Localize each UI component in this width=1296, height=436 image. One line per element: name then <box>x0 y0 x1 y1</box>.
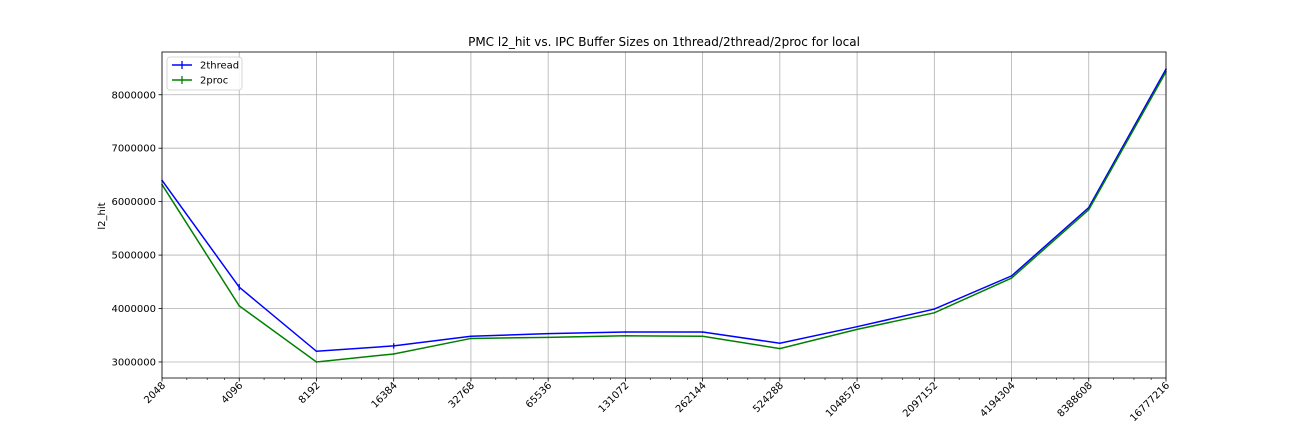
y-tick-label: 6000000 <box>111 197 156 208</box>
chart-title: PMC l2_hit vs. IPC Buffer Sizes on 1thre… <box>468 35 860 49</box>
x-tick-label: 8388608 <box>1056 380 1095 419</box>
data-point-2proc <box>1087 208 1090 211</box>
legend: 2thread 2proc <box>166 56 243 91</box>
data-point-2proc <box>779 347 781 350</box>
y-tick-label: 8000000 <box>111 90 156 101</box>
data-point-2proc <box>392 353 395 355</box>
data-point-2thread <box>1010 275 1013 277</box>
plot-frame <box>161 51 1167 379</box>
data-point-2thread <box>547 332 549 335</box>
data-point-2thread <box>315 350 318 353</box>
data-point-2thread <box>856 325 858 328</box>
y-tick-label: 4000000 <box>111 304 156 315</box>
data-point-2thread <box>624 331 627 333</box>
data-point-2proc <box>238 305 241 307</box>
x-tick-label: 16777216 <box>1128 380 1172 424</box>
y-tick-label: 5000000 <box>111 251 156 262</box>
series-line-2proc <box>161 71 1167 363</box>
x-tick-label: 131072 <box>597 380 632 415</box>
x-tick-label: 262144 <box>674 380 709 415</box>
data-point-2proc <box>315 361 318 363</box>
x-tick-label: 8192 <box>297 380 323 406</box>
data-point-2proc <box>470 337 472 340</box>
x-tick-label: 16384 <box>370 380 400 410</box>
legend-label-2thread: 2thread <box>200 61 239 72</box>
x-tick-label: 4096 <box>220 380 246 406</box>
series-layer <box>161 68 1167 363</box>
y-tick-layer: 3000000 4000000 5000000 6000000 7000000 80000… <box>111 90 162 368</box>
x-tick-label: 2048 <box>142 380 168 406</box>
data-point-2thread <box>470 335 472 338</box>
x-tick-label: 2097152 <box>901 380 940 419</box>
x-tick-label: 4194304 <box>978 380 1017 419</box>
data-point-2proc <box>856 328 858 331</box>
data-point-2proc <box>933 312 936 314</box>
x-tick-label: 524288 <box>751 380 786 415</box>
data-point-2thread <box>779 342 781 345</box>
x-tick-label: 65536 <box>524 380 554 410</box>
x-tick-label: 32768 <box>447 380 477 410</box>
y-tick-label: 7000000 <box>111 144 156 155</box>
series-line-2thread <box>161 68 1167 353</box>
grid-layer <box>161 52 1167 378</box>
x-tick-label: 1048576 <box>824 380 863 419</box>
data-point-2thread <box>701 331 704 333</box>
y-axis-label: l2_hit <box>97 202 108 229</box>
data-point-2proc <box>1010 277 1013 279</box>
data-point-2thread <box>933 308 936 310</box>
legend-label-2proc: 2proc <box>200 76 228 87</box>
y-tick-label: 3000000 <box>111 357 156 368</box>
data-point-2proc <box>701 335 704 338</box>
x-tick-layer: 2048 4096 8192 16384 32768 65536 131072 262144 5… <box>142 378 1172 424</box>
data-point-2proc <box>547 336 549 339</box>
data-point-2proc <box>624 334 627 337</box>
